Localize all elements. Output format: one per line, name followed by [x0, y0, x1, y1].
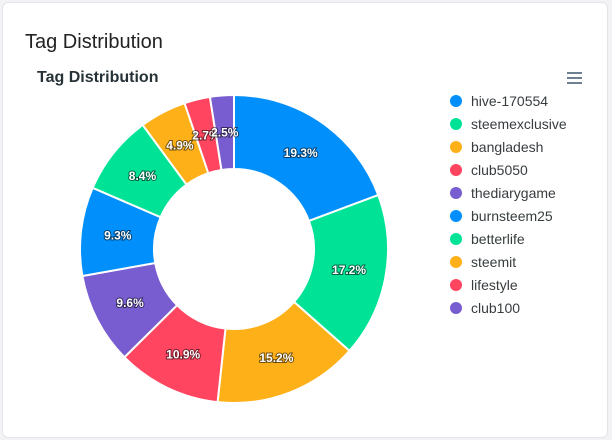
legend-item-bangladesh[interactable]: bangladesh	[450, 135, 600, 158]
legend-item-lifestyle[interactable]: lifestyle	[450, 273, 600, 296]
legend-marker	[450, 301, 462, 314]
legend-label: thediarygame	[471, 184, 556, 201]
legend-marker	[450, 140, 462, 153]
legend-marker	[450, 186, 462, 199]
legend-item-club100[interactable]: club100	[450, 296, 600, 319]
chart-title: Tag Distribution	[37, 69, 159, 86]
legend-label: burnsteem25	[471, 207, 553, 224]
chart-legend: hive-170554 steemexclusive bangladesh club5…	[450, 89, 600, 319]
card-title: Tag Distribution	[25, 31, 163, 53]
legend-item-club5050[interactable]: club5050	[450, 158, 600, 181]
slice-label-betterlife: 8.4%	[129, 169, 157, 183]
slice-label-steemexclusive: 17.2%	[332, 263, 366, 277]
legend-marker	[450, 278, 462, 291]
legend-marker	[450, 117, 462, 130]
slice-label-thediarygame: 9.6%	[116, 296, 144, 310]
slice-label-lifestyle: 2.7%	[192, 128, 220, 142]
legend-item-steemit[interactable]: steemit	[450, 250, 600, 273]
slice-label-steemit: 4.9%	[166, 138, 194, 152]
legend-item-betterlife[interactable]: betterlife	[450, 227, 600, 250]
chart-menu-button[interactable]	[563, 69, 585, 87]
hamburger-menu-icon	[566, 72, 582, 74]
slice-label-club5050: 10.9%	[166, 347, 200, 361]
legend-item-steemexclusive[interactable]: steemexclusive	[450, 112, 600, 135]
slice-label-hive-170554: 19.3%	[284, 146, 318, 160]
legend-marker	[450, 232, 462, 245]
legend-label: club100	[471, 299, 521, 316]
slice-label-burnsteem25: 9.3%	[104, 228, 132, 242]
legend-label: steemexclusive	[471, 115, 567, 132]
legend-label: hive-170554	[471, 92, 549, 109]
legend-marker	[450, 209, 462, 222]
legend-label: club5050	[471, 161, 528, 178]
legend-marker	[450, 94, 462, 107]
legend-item-burnsteem25[interactable]: burnsteem25	[450, 204, 600, 227]
donut-slice-steemexclusive[interactable]	[292, 193, 389, 353]
donut-slice-hive-170554[interactable]	[233, 93, 380, 223]
legend-marker	[450, 255, 462, 268]
legend-item-thediarygame[interactable]: thediarygame	[450, 181, 600, 204]
slice-label-bangladesh: 15.2%	[259, 351, 293, 365]
legend-marker	[450, 163, 462, 176]
legend-label: lifestyle	[471, 276, 518, 293]
legend-label: steemit	[471, 253, 517, 270]
slice-label-club100: 2.5%	[211, 125, 239, 139]
donut-slice-club100[interactable]	[208, 93, 235, 172]
legend-label: bangladesh	[471, 138, 544, 155]
legend-item-hive-170554[interactable]: hive-170554	[450, 89, 600, 112]
legend-label: betterlife	[471, 230, 525, 247]
